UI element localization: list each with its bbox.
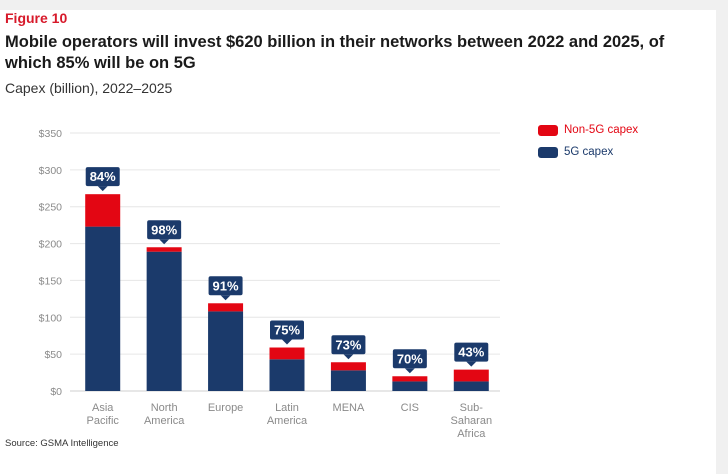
x-tick-label: Africa xyxy=(457,428,486,440)
x-tick-label: Sub- xyxy=(460,402,484,414)
callout-box xyxy=(208,276,243,296)
callout-pointer xyxy=(404,368,415,374)
y-tick-label: $100 xyxy=(39,312,63,324)
bar-5g xyxy=(208,311,244,391)
bar-5g xyxy=(392,381,428,391)
y-tick-label: $0 xyxy=(50,386,62,398)
x-tick-label: Latin xyxy=(275,402,299,414)
callout-box xyxy=(270,320,304,340)
data-label: 91% xyxy=(213,278,239,293)
data-label: 75% xyxy=(274,323,300,338)
callout-pointer xyxy=(343,354,354,360)
bar-non-5g xyxy=(330,362,366,371)
bar-5g xyxy=(269,359,305,391)
legend-item-non-5g: Non-5G capex xyxy=(538,120,638,140)
bar-non-5g xyxy=(85,194,121,227)
legend-swatch-non-5g xyxy=(538,124,558,136)
callout-pointer xyxy=(466,361,477,367)
x-tick-label: America xyxy=(267,415,308,427)
callout-box xyxy=(147,220,182,240)
y-tick-label: $150 xyxy=(39,275,63,287)
y-tick-label: $350 xyxy=(39,128,63,140)
y-tick-label: $50 xyxy=(44,349,62,361)
bar-non-5g xyxy=(392,376,428,382)
callout-box xyxy=(85,167,120,187)
legend-label-non-5g: Non-5G capex xyxy=(564,124,639,136)
data-label: 70% xyxy=(397,351,423,366)
callout-pointer xyxy=(97,186,108,192)
source-note: Source: GSMA Intelligence xyxy=(5,438,119,449)
callout-pointer xyxy=(159,239,170,245)
y-tick-label: $200 xyxy=(39,239,63,251)
figure-label: Figure 10 xyxy=(5,10,68,26)
legend-label-5g: 5G capex xyxy=(564,146,614,158)
data-label: 43% xyxy=(458,345,484,360)
bar-5g xyxy=(330,370,366,391)
legend-swatch-5g xyxy=(538,146,558,158)
x-tick-label: CIS xyxy=(401,402,419,414)
x-tick-label: North xyxy=(151,402,178,414)
x-tick-label: Europe xyxy=(208,402,243,414)
legend: Non-5G capex 5G capex xyxy=(538,120,638,164)
bar-non-5g xyxy=(146,247,182,252)
x-tick-label: MENA xyxy=(333,402,365,414)
bar-5g xyxy=(453,381,489,391)
bar-non-5g xyxy=(269,347,305,360)
x-tick-label: America xyxy=(144,415,185,427)
bar-5g xyxy=(85,226,121,391)
callout-box xyxy=(392,349,427,369)
y-tick-label: $300 xyxy=(39,165,63,177)
x-tick-label: Asia xyxy=(92,402,114,414)
callout-pointer xyxy=(282,339,292,345)
legend-item-5g: 5G capex xyxy=(538,142,638,162)
callout-pointer xyxy=(220,295,231,301)
data-label: 73% xyxy=(335,337,361,352)
y-tick-label: $250 xyxy=(39,202,63,214)
data-label: 98% xyxy=(151,222,177,237)
bar-non-5g xyxy=(208,303,244,312)
bar-non-5g xyxy=(453,369,489,382)
bar-5g xyxy=(146,251,182,391)
chart-subtitle: Capex (billion), 2022–2025 xyxy=(5,80,173,96)
data-label: 84% xyxy=(90,169,116,184)
x-tick-label: Saharan xyxy=(450,415,492,427)
callout-box xyxy=(454,342,489,362)
x-tick-label: Pacific xyxy=(87,415,120,427)
callout-box xyxy=(331,335,366,355)
chart-title: Mobile operators will invest $620 billio… xyxy=(5,33,665,72)
